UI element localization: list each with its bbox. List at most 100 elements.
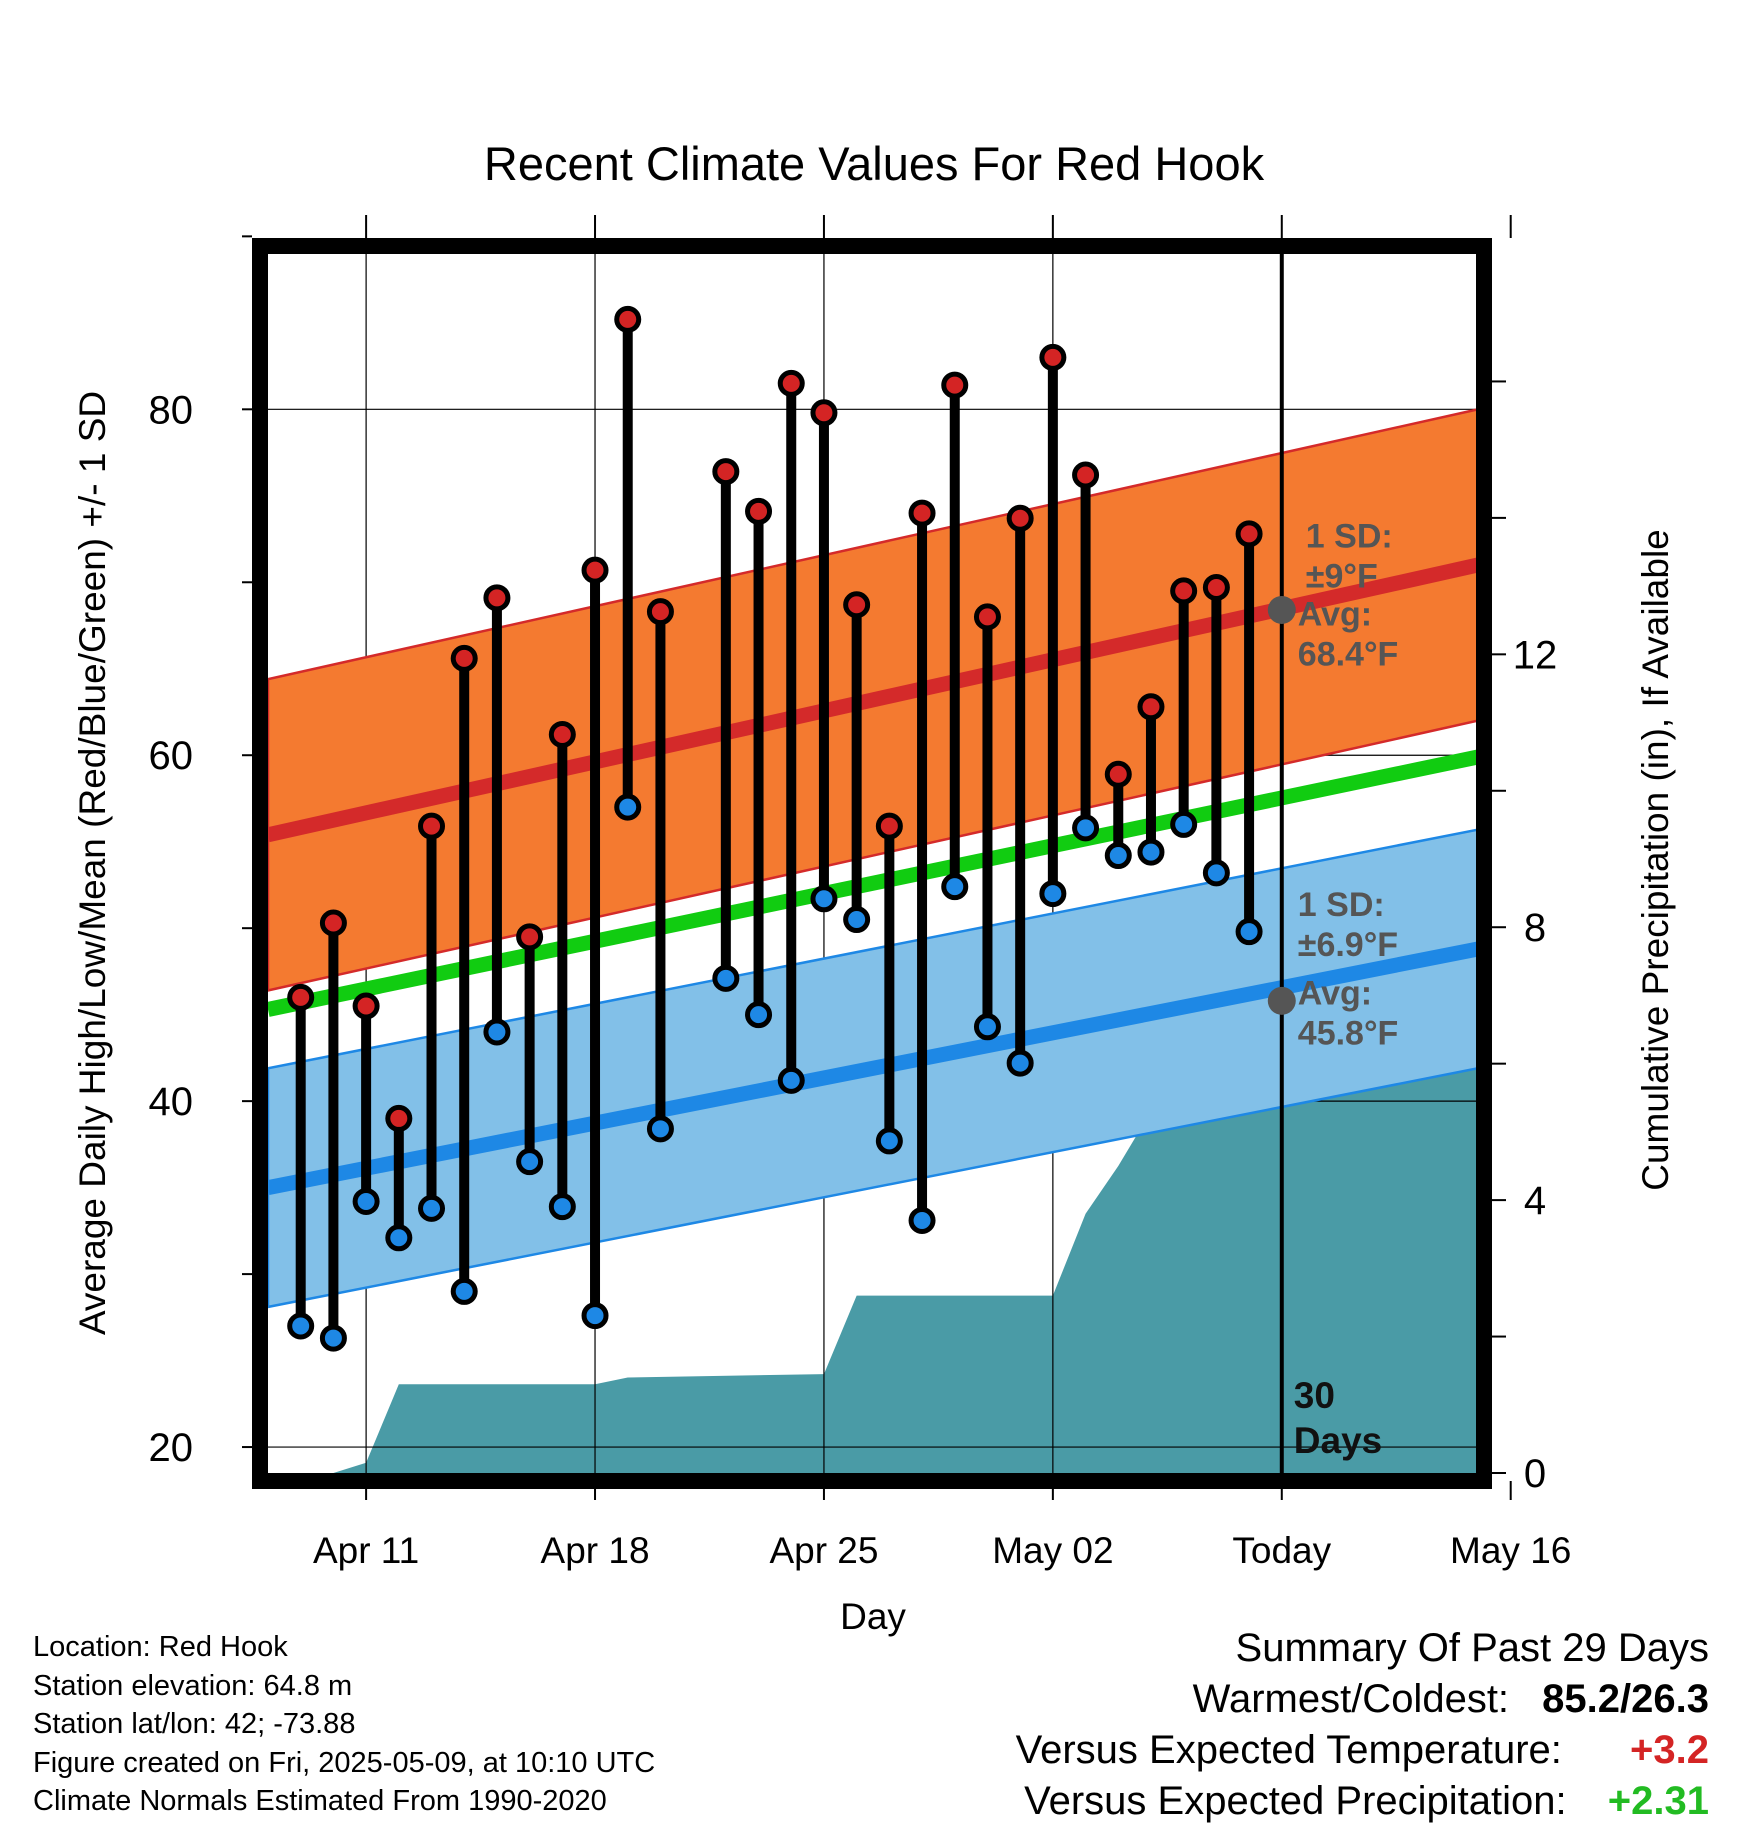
- y2-tick-label: 12: [1513, 633, 1558, 677]
- x-tick-label: Apr 11: [313, 1530, 419, 1571]
- daily-high-point: [1006, 504, 1034, 532]
- x-tick-label: Apr 25: [769, 1530, 878, 1571]
- daily-low-point: [581, 1302, 609, 1330]
- daily-low-point: [1104, 842, 1132, 870]
- latlon-text: Station lat/lon: 42; -73.88: [33, 1708, 356, 1740]
- daily-high-point: [712, 458, 740, 486]
- daily-high-point: [352, 992, 380, 1020]
- daily-high-point: [646, 598, 674, 626]
- normal-line-normal-mean: [268, 749, 1478, 1017]
- daily-low-point: [516, 1148, 544, 1176]
- y-tick-label: 40: [149, 1080, 194, 1124]
- today-days-label: Days: [1294, 1420, 1382, 1461]
- daily-high-point: [581, 556, 609, 584]
- y-tick-label: 60: [149, 734, 194, 778]
- annotation-line2: ±9°F: [1306, 558, 1378, 596]
- y2-axis-label: Cumulative Precipitation (in), If Availa…: [1635, 529, 1676, 1191]
- daily-low-point: [745, 1001, 773, 1029]
- x-tick-label: Apr 18: [541, 1530, 650, 1571]
- daily-high-point: [450, 644, 478, 672]
- annotation-line2: 68.4°F: [1298, 636, 1399, 674]
- daily-low-point: [646, 1115, 674, 1143]
- precipitation-area: [268, 1060, 1478, 1473]
- daily-low-point: [450, 1277, 478, 1305]
- daily-low-point: [908, 1206, 936, 1234]
- temp-departure-row: Versus Expected Temperature: +3.2: [1016, 1725, 1709, 1776]
- temp-departure-value: +3.2: [1630, 1728, 1709, 1772]
- daily-low-point: [548, 1193, 576, 1221]
- elevation-text: Station elevation: 64.8 m: [33, 1669, 353, 1702]
- daily-high-point: [1170, 577, 1198, 605]
- daily-high-point: [483, 584, 511, 612]
- y2-tick-label: 4: [1524, 1179, 1546, 1223]
- x-tick-label: Today: [1232, 1530, 1331, 1571]
- summary-title: Summary Of Past 29 Days: [1235, 1626, 1709, 1670]
- today-high-avg-marker: [1267, 595, 1296, 624]
- annotation-line1: 1 SD:: [1298, 886, 1385, 924]
- today-low-avg-marker: [1267, 986, 1296, 1015]
- x-axis-label: Day: [840, 1596, 906, 1637]
- daily-high-point: [777, 369, 805, 397]
- annotation-line1: Avg:: [1298, 974, 1372, 1012]
- daily-low-point: [1072, 814, 1100, 842]
- daily-low-point: [712, 964, 740, 992]
- daily-high-point: [745, 497, 773, 525]
- daily-low-point: [483, 1018, 511, 1046]
- location-text: Location: Red Hook: [33, 1631, 288, 1663]
- y2-tick-label: 0: [1524, 1452, 1546, 1496]
- daily-high-point: [1072, 461, 1100, 489]
- daily-low-point: [1170, 810, 1198, 838]
- daily-low-point: [287, 1312, 315, 1340]
- daily-high-point: [1235, 520, 1263, 548]
- normals-text: Climate Normals Estimated From 1990-2020: [33, 1785, 607, 1817]
- daily-low-point: [941, 873, 969, 901]
- warmest-coldest-label: Warmest/Coldest:: [1192, 1677, 1510, 1721]
- daily-high-point: [1039, 343, 1067, 371]
- daily-low-point: [319, 1324, 347, 1352]
- daily-high-point: [614, 305, 642, 333]
- y-tick-label: 20: [149, 1426, 194, 1470]
- daily-high-point: [1137, 693, 1165, 721]
- daily-low-point: [1235, 918, 1263, 946]
- precipitation-area-layer: [268, 1060, 1478, 1473]
- annotation-line1: 1 SD:: [1306, 518, 1393, 556]
- warmest-coldest-row: Warmest/Coldest: 85.2/26.3: [1016, 1674, 1709, 1725]
- daily-high-point: [548, 720, 576, 748]
- daily-low-point: [810, 885, 838, 913]
- temp-departure-label: Versus Expected Temperature:: [1015, 1728, 1562, 1772]
- daily-low-point: [614, 793, 642, 821]
- summary-panel: Summary Of Past 29 Days Warmest/Coldest:…: [1016, 1623, 1709, 1827]
- plot-area: [268, 245, 1478, 1473]
- plot-frame: [252, 238, 1492, 1489]
- chart-title: Recent Climate Values For Red Hook: [484, 137, 1265, 190]
- daily-low-point: [1006, 1049, 1034, 1077]
- daily-high-point: [287, 983, 315, 1011]
- daily-low-point: [1202, 859, 1230, 887]
- daily-low-point: [1137, 838, 1165, 866]
- warmest-coldest-value: 85.2/26.3: [1542, 1677, 1709, 1721]
- daily-high-point: [810, 399, 838, 427]
- x-tick-label: May 02: [992, 1530, 1113, 1571]
- daily-low-point: [1039, 880, 1067, 908]
- daily-low-point: [875, 1127, 903, 1155]
- precip-departure-label: Versus Expected Precipitation:: [1024, 1779, 1567, 1823]
- daily-low-point: [843, 906, 871, 934]
- daily-high-point: [973, 603, 1001, 631]
- created-text: Figure created on Fri, 2025-05-09, at 10…: [33, 1746, 656, 1779]
- daily-high-point: [908, 499, 936, 527]
- today-days-label: 30: [1294, 1375, 1335, 1416]
- daily-high-point: [941, 371, 969, 399]
- daily-low-point: [418, 1194, 446, 1222]
- daily-high-point: [516, 923, 544, 951]
- daily-high-point: [1104, 760, 1132, 788]
- station-info: Location: Red Hook Station elevation: 64…: [33, 1628, 655, 1821]
- y-axis-label: Average Daily High/Low/Mean (Red/Blue/Gr…: [72, 391, 113, 1335]
- axes: Apr 11 Apr 18 Apr 25 May 02 Today May 1620406…: [149, 215, 1571, 1571]
- x-tick-label: May 16: [1450, 1530, 1571, 1571]
- daily-low-point: [973, 1013, 1001, 1041]
- daily-low-point: [352, 1187, 380, 1215]
- daily-high-point: [319, 909, 347, 937]
- y-tick-label: 80: [149, 388, 194, 432]
